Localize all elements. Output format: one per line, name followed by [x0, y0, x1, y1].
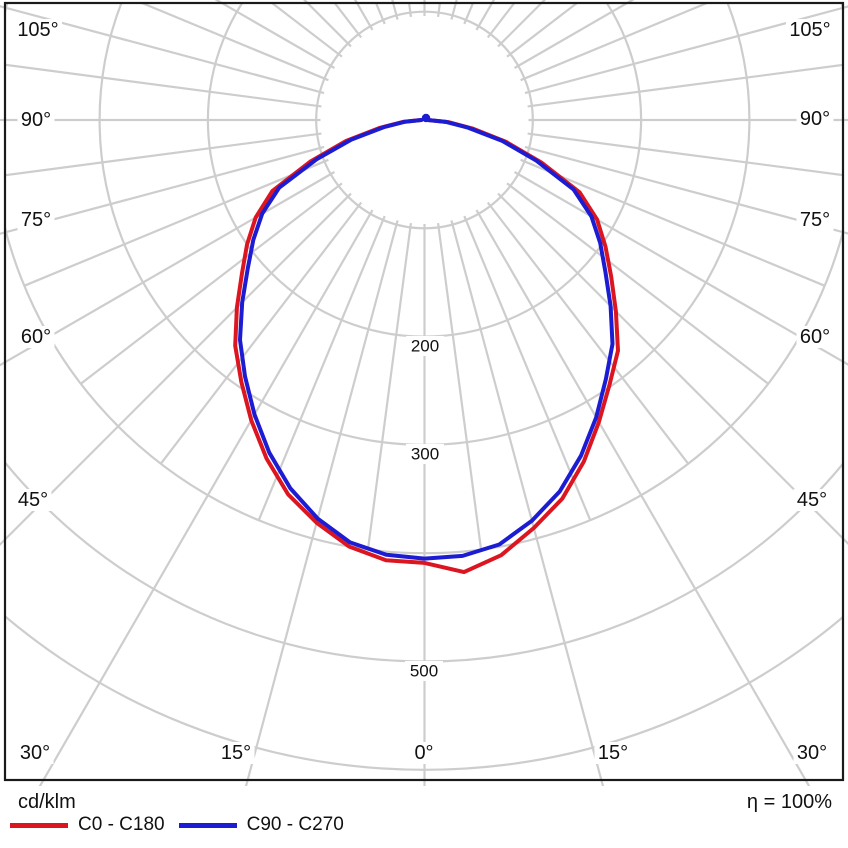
angle-label-bg — [796, 209, 834, 231]
c90-c270-line-swatch — [178, 822, 237, 828]
minor-spoke-262.5 — [5, 63, 322, 108]
ring-label-bg — [405, 661, 443, 681]
ring-label-bg — [406, 444, 444, 464]
angle-label-bg — [411, 742, 437, 764]
curve-c0-c180 — [233, 118, 620, 575]
angle-label-bg — [17, 326, 55, 348]
angle-label-6: 90° — [800, 108, 830, 130]
angle-label-bg — [16, 742, 54, 764]
minor-spoke-127.5 — [506, 3, 579, 58]
radial-tick-labels: 200 300 500 — [405, 336, 444, 681]
unit-label: cd/klm — [18, 791, 76, 813]
minor-spoke-22.5 — [463, 215, 592, 521]
major-spoke-300 — [0, 171, 335, 367]
angle-label-bg — [796, 326, 834, 348]
c0-c180-line-swatch — [10, 822, 68, 828]
angle-label-bg — [796, 108, 834, 130]
angle-label-bg — [217, 742, 255, 764]
origin-peak-dot — [421, 113, 431, 123]
angle-label-bg — [793, 742, 831, 764]
angle-label-bg — [17, 109, 55, 131]
legend-label-c0-c180: C0 - C180 — [78, 814, 165, 835]
legend: C0 - C180 C90 - C270 — [10, 814, 344, 836]
angle-label-bg — [793, 489, 831, 511]
major-spoke-45 — [497, 192, 848, 546]
legend-label-c90-c270: C90 - C270 — [246, 814, 344, 835]
minor-spoke-37.5 — [486, 201, 689, 465]
major-spoke-60 — [514, 171, 848, 366]
legend-item-c0-c180: C0 - C180 — [10, 814, 165, 836]
minor-spoke-247.5 — [139, 3, 329, 82]
major-spoke-75 — [524, 145, 848, 235]
minor-spokes — [5, 3, 843, 550]
angle-label-1: 90° — [21, 109, 51, 131]
minor-spoke-7.5 — [436, 222, 483, 550]
minor-spoke-277.5 — [5, 132, 322, 177]
major-spoke-330 — [38, 209, 374, 786]
angle-label-0: 105° — [17, 19, 58, 41]
major-spoke-30 — [475, 209, 811, 786]
minor-spoke-232.5 — [270, 3, 343, 58]
major-spoke-105 — [524, 5, 848, 95]
major-spoke-15 — [450, 220, 605, 786]
intensity-curves — [233, 113, 620, 575]
angle-label-bg — [14, 19, 62, 41]
major-spoke-285 — [0, 145, 325, 235]
major-spoke-345 — [244, 220, 399, 786]
major-spoke-255 — [0, 5, 325, 95]
minor-spoke-112.5 — [520, 3, 710, 82]
minor-spoke-52.5 — [506, 182, 769, 385]
minor-spoke-67.5 — [520, 158, 825, 287]
ring-label-200: 200 — [411, 337, 439, 356]
angle-label-8: 60° — [800, 326, 830, 348]
angle-tick-labels: 105° 90° 75° 60° 45° 105° 90° 75° 60° 45° 30° 15° 0°… — [14, 19, 834, 764]
angle-label-2: 75° — [21, 209, 51, 231]
curve-c90-c270 — [238, 118, 615, 561]
angle-label-bg — [17, 209, 55, 231]
ring-label-500: 500 — [410, 662, 438, 681]
angle-label-bg — [14, 489, 52, 511]
angle-label-5: 105° — [789, 19, 830, 41]
minor-spoke-322.5 — [160, 201, 363, 465]
angle-label-10: 30° — [20, 742, 50, 764]
angle-label-12: 0° — [414, 742, 433, 764]
ring-label-300: 300 — [411, 445, 439, 464]
plot-border — [3, 1, 845, 782]
efficiency-label: η = 100% — [746, 791, 832, 813]
ring-label-bg — [406, 336, 444, 356]
angle-label-13: 15° — [598, 742, 628, 764]
angle-label-bg — [594, 742, 632, 764]
minor-spoke-82.5 — [527, 132, 843, 177]
minor-spoke-307.5 — [80, 182, 343, 385]
minor-spoke-97.5 — [527, 63, 843, 108]
minor-spoke-217.5 — [333, 3, 363, 39]
angle-label-3: 60° — [21, 326, 51, 348]
legend-item-c90-c270: C90 - C270 — [178, 814, 344, 836]
angle-label-11: 15° — [221, 742, 251, 764]
angle-label-4: 45° — [18, 489, 48, 511]
angle-label-14: 30° — [797, 742, 827, 764]
angle-label-9: 45° — [797, 489, 827, 511]
angle-label-7: 75° — [800, 209, 830, 231]
minor-spoke-292.5 — [24, 158, 329, 287]
major-spoke-315 — [0, 192, 352, 547]
angle-label-bg — [786, 19, 834, 41]
minor-spoke-142.5 — [486, 3, 516, 39]
minor-spoke-352.5 — [366, 222, 413, 550]
